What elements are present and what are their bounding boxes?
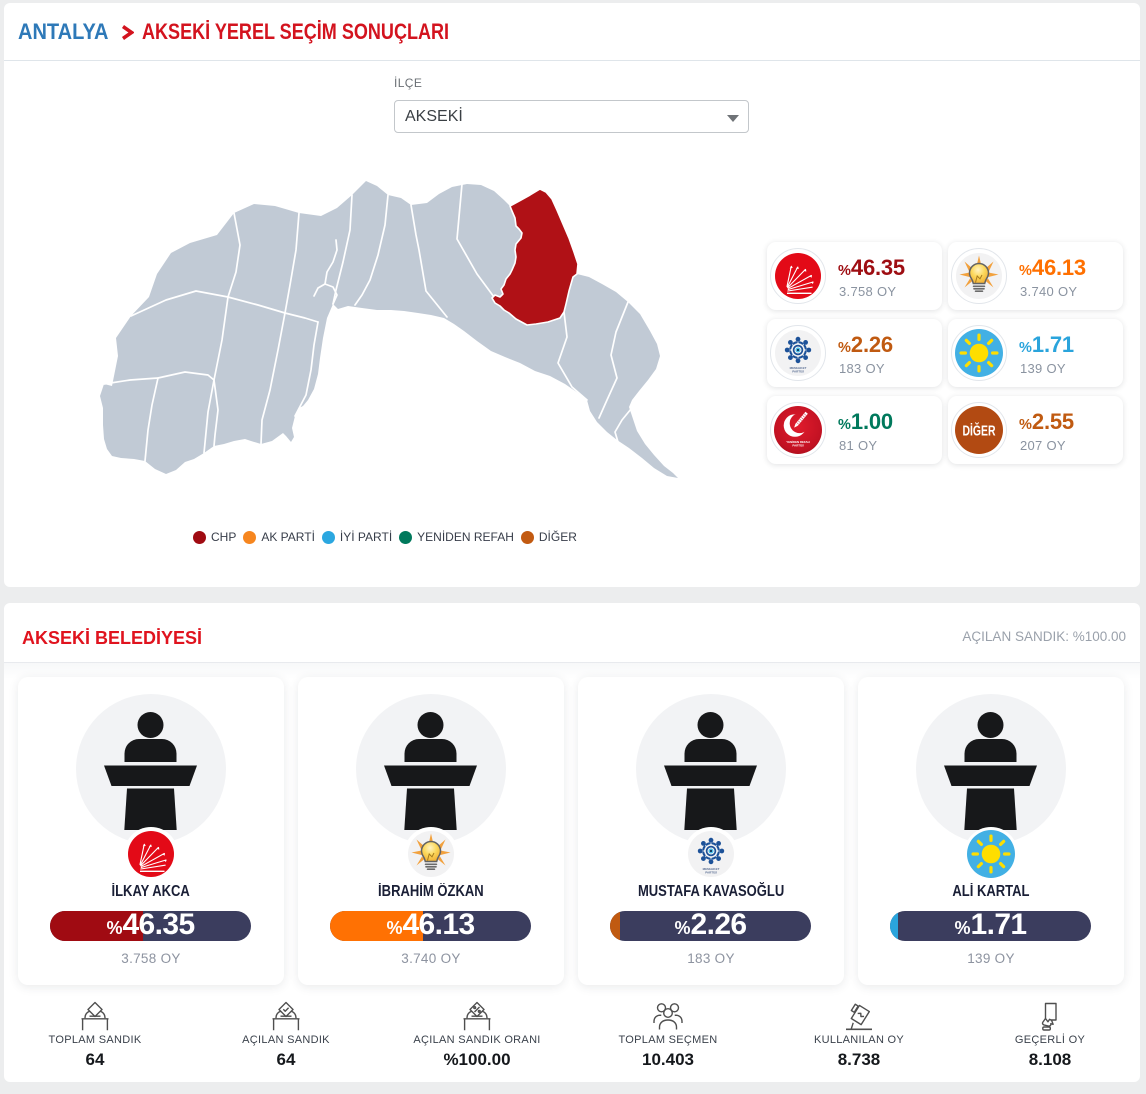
svg-text:PARTİSİ: PARTİSİ bbox=[705, 870, 717, 875]
svg-text:PARTİSİ: PARTİSİ bbox=[792, 369, 804, 374]
svg-text:MEMLEKET: MEMLEKET bbox=[790, 366, 807, 370]
svg-text:DİĞER: DİĞER bbox=[963, 422, 996, 440]
svg-text:YENİDEN REFAH: YENİDEN REFAH bbox=[786, 440, 809, 444]
svg-text:PARTİSİ: PARTİSİ bbox=[792, 444, 803, 448]
svg-text:MEMLEKET: MEMLEKET bbox=[703, 867, 720, 871]
